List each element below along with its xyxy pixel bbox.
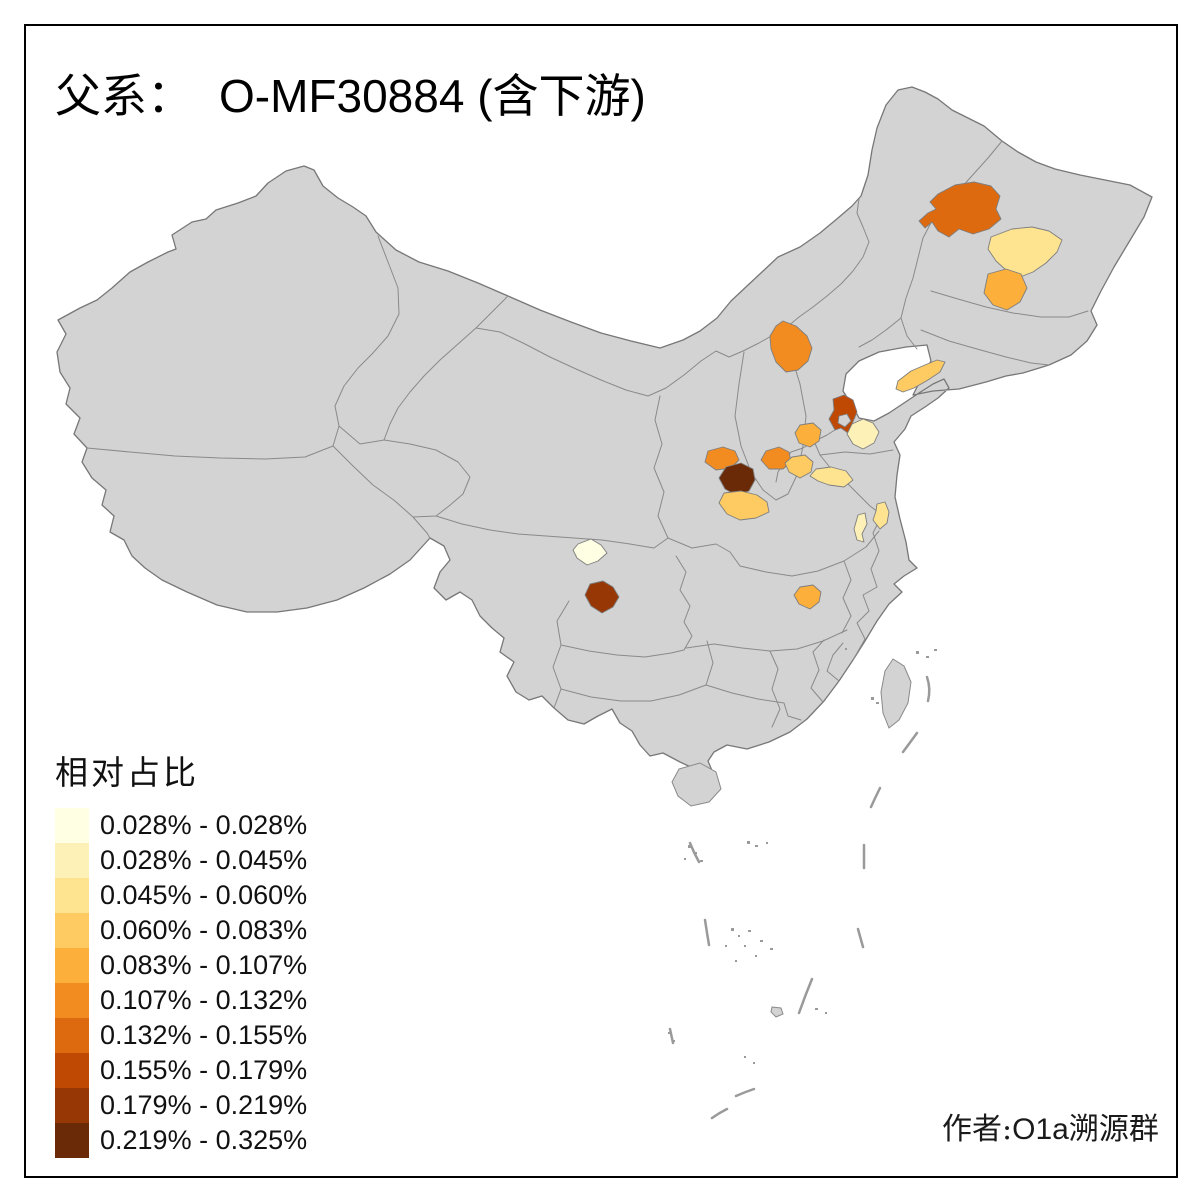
map-region-r10 bbox=[784, 454, 814, 479]
legend-label: 0.028% - 0.028% bbox=[100, 810, 308, 840]
sea-islets bbox=[668, 648, 937, 1064]
legend-swatch bbox=[55, 843, 89, 878]
legend-label: 0.132% - 0.155% bbox=[100, 1020, 308, 1050]
author-prefix: 作者: bbox=[942, 1112, 1013, 1147]
map-region-r6-enclave bbox=[837, 413, 852, 428]
map-region-r19 bbox=[793, 584, 822, 610]
legend-swatch bbox=[55, 808, 89, 843]
legend-row: 0.083% - 0.107% bbox=[55, 948, 307, 983]
legend-row: 0.028% - 0.028% bbox=[55, 808, 307, 843]
legend-label: 0.028% - 0.045% bbox=[100, 845, 308, 875]
map-region-r5 bbox=[895, 359, 946, 393]
mainland-shape bbox=[56, 86, 1153, 781]
author-credit: 作者:O1a溯源群 bbox=[942, 1104, 1159, 1148]
title-main: O-MF30884 (含下游) bbox=[219, 70, 646, 122]
legend-title: 相对占比 bbox=[55, 753, 199, 792]
map-region-r13 bbox=[853, 512, 868, 543]
legend-swatch bbox=[55, 1123, 89, 1158]
legend-swatch bbox=[55, 1018, 89, 1053]
title-prefix: 父系： bbox=[55, 69, 193, 123]
legend-label: 0.179% - 0.219% bbox=[100, 1090, 308, 1120]
map-region-r18 bbox=[584, 580, 620, 614]
legend-label: 0.083% - 0.107% bbox=[100, 950, 308, 980]
hainan-island bbox=[671, 762, 722, 807]
map-region-r12 bbox=[872, 501, 890, 530]
map-region-r14 bbox=[704, 446, 740, 471]
legend-swatch bbox=[55, 948, 89, 983]
map-region-r11 bbox=[809, 466, 854, 488]
legend-row: 0.107% - 0.132% bbox=[55, 983, 307, 1018]
small-island bbox=[770, 1006, 784, 1018]
map-region-r15 bbox=[718, 462, 756, 496]
legend-label: 0.155% - 0.179% bbox=[100, 1055, 308, 1085]
legend-swatch bbox=[55, 878, 89, 913]
legend-row: 0.155% - 0.179% bbox=[55, 1053, 307, 1088]
map-region-r8 bbox=[794, 422, 822, 448]
nine-dash-line bbox=[668, 675, 931, 1120]
author-latin: O1a bbox=[1012, 1113, 1069, 1146]
legend-swatch bbox=[55, 1088, 89, 1123]
legend-label: 0.219% - 0.325% bbox=[100, 1125, 308, 1155]
legend-row: 0.219% - 0.325% bbox=[55, 1123, 307, 1158]
legend-row: 0.132% - 0.155% bbox=[55, 1018, 307, 1053]
map-region-r17 bbox=[572, 538, 608, 566]
plot-frame bbox=[24, 24, 1178, 1178]
legend-label: 0.107% - 0.132% bbox=[100, 985, 308, 1015]
legend-swatch bbox=[55, 983, 89, 1018]
legend-label: 0.045% - 0.060% bbox=[100, 880, 308, 910]
map-region-r3 bbox=[983, 268, 1028, 311]
page-title: 父系： O-MF30884 (含下游) bbox=[55, 60, 646, 126]
legend-swatch bbox=[55, 913, 89, 948]
legend-row: 0.060% - 0.083% bbox=[55, 913, 307, 948]
legend-row: 0.045% - 0.060% bbox=[55, 878, 307, 913]
author-suffix: 溯源群 bbox=[1068, 1112, 1159, 1147]
legend-row: 0.028% - 0.045% bbox=[55, 843, 307, 878]
legend: 相对占比 0.028% - 0.028% 0.028% - 0.045% 0.0… bbox=[55, 746, 307, 1158]
legend-label: 0.060% - 0.083% bbox=[100, 915, 308, 945]
colored-regions bbox=[572, 181, 1063, 614]
map-region-r1 bbox=[918, 181, 1002, 238]
map-region-r7 bbox=[846, 418, 880, 450]
map-region-r2 bbox=[987, 226, 1063, 278]
map-region-r4 bbox=[769, 320, 813, 373]
taiwan-island bbox=[880, 658, 912, 729]
map-region-r16 bbox=[718, 490, 770, 521]
legend-swatch bbox=[55, 1053, 89, 1088]
legend-row: 0.179% - 0.219% bbox=[55, 1088, 307, 1123]
